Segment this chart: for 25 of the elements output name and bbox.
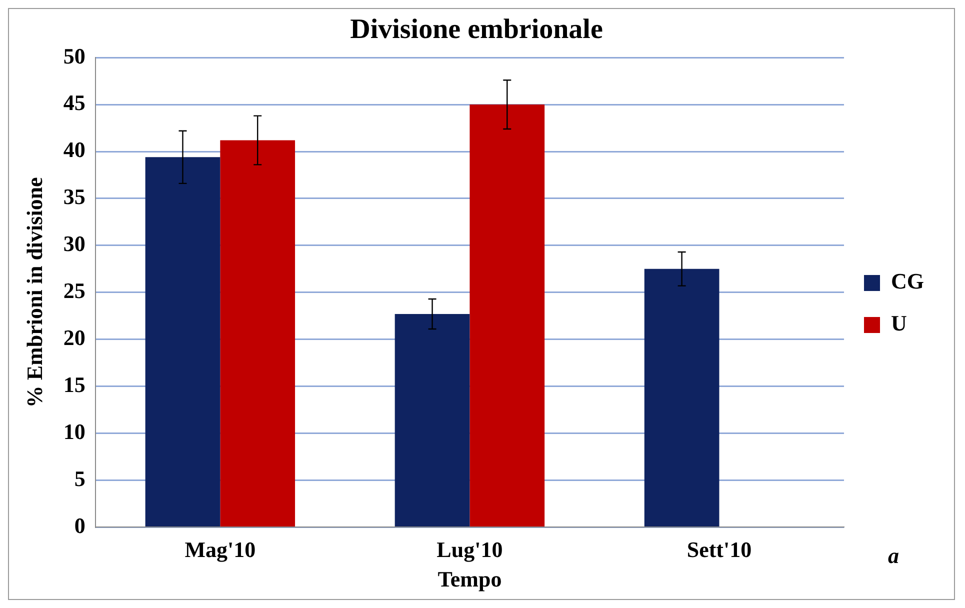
y-tick-label: 50: [63, 43, 86, 68]
legend-label: U: [891, 310, 907, 336]
y-tick-label: 45: [63, 90, 86, 116]
x-axis-title: Tempo: [438, 566, 502, 592]
y-tick-label: 25: [63, 278, 86, 304]
y-tick-label: 15: [63, 372, 86, 398]
x-tick-label: Sett'10: [686, 537, 752, 562]
y-tick-label: 0: [74, 512, 86, 538]
y-axis-title: % Embrioni in divisione: [22, 176, 47, 408]
bar: [220, 140, 296, 526]
bar: [394, 314, 470, 526]
text: a: [888, 543, 899, 569]
bar: [470, 104, 545, 526]
x-tick-label: Lug'10: [436, 537, 503, 562]
y-tick-label: 5: [74, 466, 86, 491]
y-tick-label: 35: [63, 184, 86, 210]
x-tick-label: Mag'10: [184, 537, 256, 562]
chart-title: Divisione embrionale: [350, 14, 603, 46]
y-tick-label: 20: [63, 325, 86, 350]
y-tick-label: 40: [63, 137, 86, 162]
y-tick-label: 10: [63, 418, 86, 444]
y-tick-label: 30: [63, 231, 86, 256]
bar: [644, 268, 720, 526]
bar: [145, 157, 220, 526]
legend-label: CG: [891, 268, 924, 294]
